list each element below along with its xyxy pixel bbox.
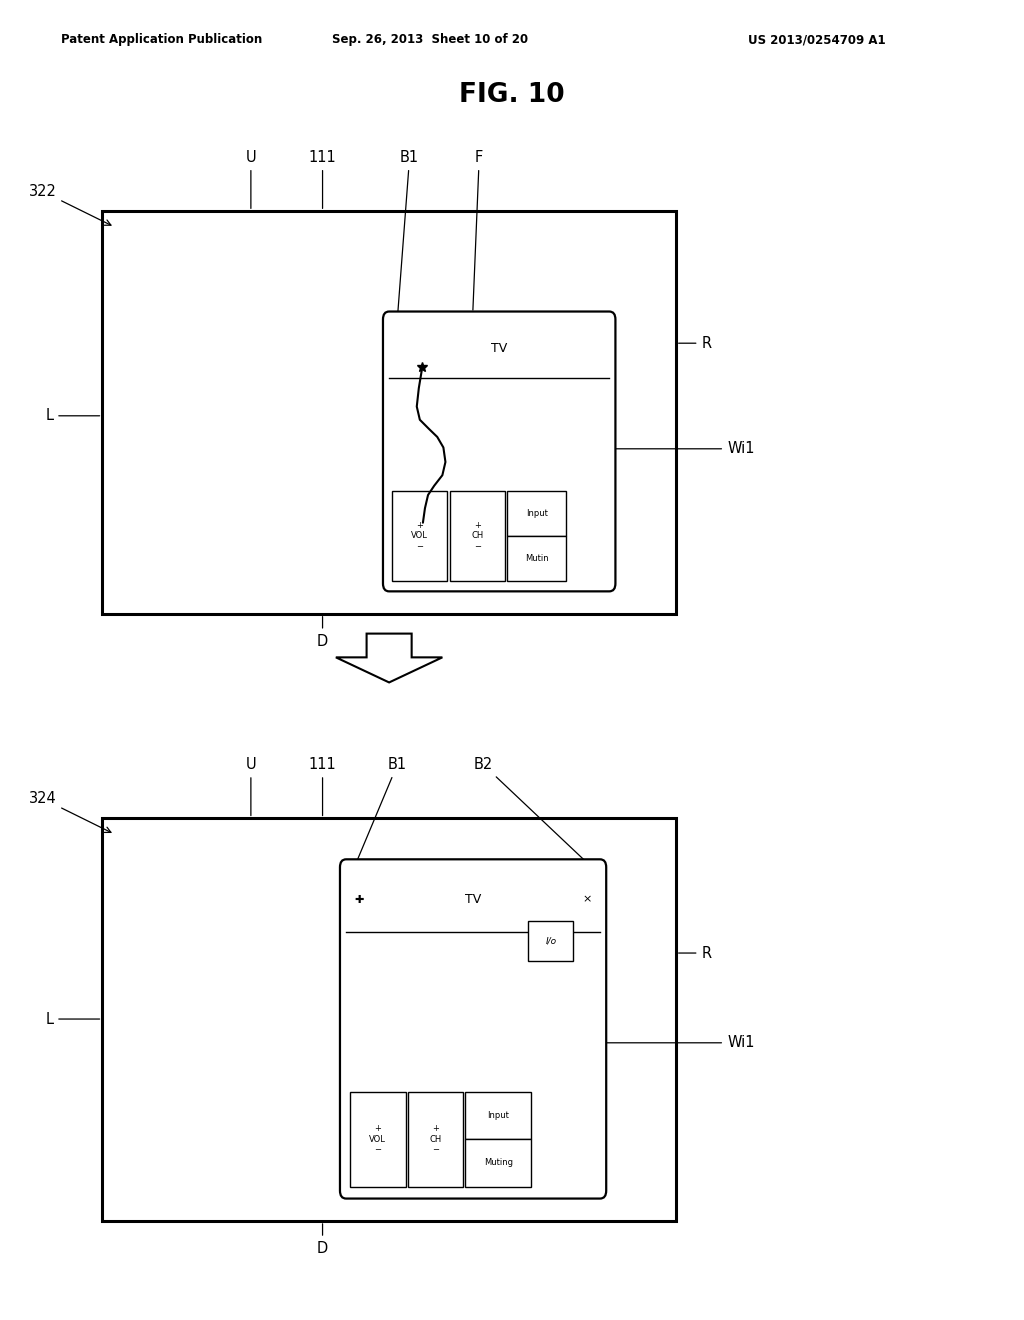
Text: Mutin: Mutin: [524, 554, 549, 562]
Bar: [507, 536, 566, 581]
Text: B1: B1: [355, 758, 407, 865]
Text: ×: ×: [582, 895, 592, 904]
Text: 111: 111: [308, 758, 337, 816]
Text: Input: Input: [525, 510, 548, 517]
Text: B2: B2: [474, 758, 590, 866]
Text: Muting: Muting: [483, 1159, 513, 1167]
Bar: [102, 211, 676, 614]
Text: F: F: [473, 150, 483, 310]
Text: ✚: ✚: [354, 895, 365, 904]
Bar: [450, 491, 505, 581]
Bar: [528, 921, 573, 961]
Text: TV: TV: [465, 894, 481, 906]
Bar: [102, 818, 676, 1221]
Bar: [465, 1139, 531, 1187]
Text: TV: TV: [492, 342, 507, 355]
FancyBboxPatch shape: [340, 859, 606, 1199]
Text: R: R: [679, 335, 712, 351]
Text: US 2013/0254709 A1: US 2013/0254709 A1: [748, 33, 885, 46]
Text: Input: Input: [487, 1111, 509, 1119]
Text: Patent Application Publication: Patent Application Publication: [61, 33, 263, 46]
Text: L: L: [45, 408, 99, 424]
Bar: [350, 1092, 406, 1187]
Text: R: R: [679, 945, 712, 961]
Polygon shape: [336, 634, 442, 682]
Text: B1: B1: [397, 150, 419, 317]
Text: 111: 111: [308, 150, 337, 209]
Text: Wi1: Wi1: [603, 1035, 755, 1051]
Text: Sep. 26, 2013  Sheet 10 of 20: Sep. 26, 2013 Sheet 10 of 20: [332, 33, 528, 46]
Bar: [465, 1092, 531, 1139]
Text: 324: 324: [29, 791, 111, 833]
Text: L: L: [45, 1011, 99, 1027]
FancyBboxPatch shape: [383, 312, 615, 591]
Text: Wi1: Wi1: [612, 441, 755, 457]
Text: D: D: [317, 1224, 328, 1255]
Text: +
VOL
−: + VOL −: [370, 1125, 386, 1154]
Bar: [392, 491, 447, 581]
Text: +
VOL
−: + VOL −: [412, 521, 428, 550]
Bar: [507, 491, 566, 536]
Text: +
CH
−: + CH −: [471, 521, 483, 550]
Text: D: D: [317, 616, 328, 648]
Bar: [408, 1092, 463, 1187]
Text: 322: 322: [29, 183, 111, 226]
Text: +
CH
−: + CH −: [429, 1125, 441, 1154]
Text: I/o: I/o: [546, 937, 556, 945]
Text: U: U: [246, 150, 256, 209]
Text: U: U: [246, 758, 256, 816]
Text: FIG. 10: FIG. 10: [459, 82, 565, 108]
